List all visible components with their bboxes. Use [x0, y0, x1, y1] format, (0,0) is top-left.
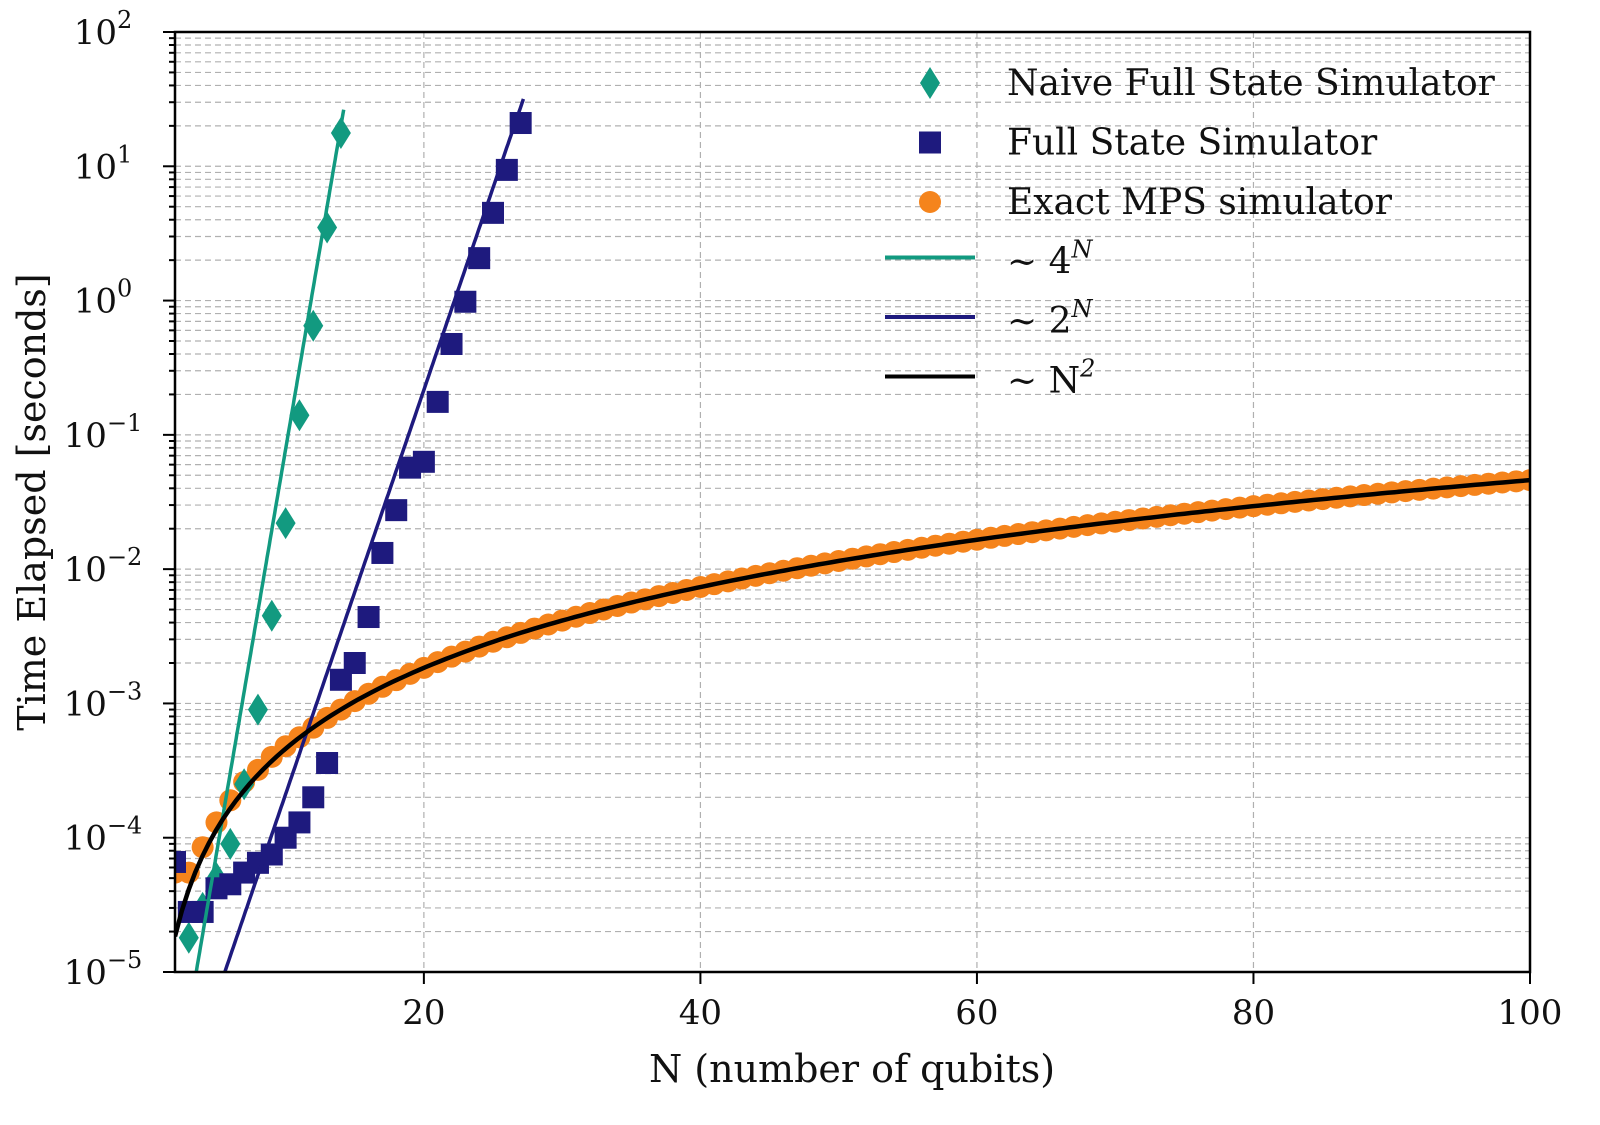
x-tick-label: 80: [1232, 993, 1275, 1033]
y-tick-label: 10−1: [64, 409, 143, 456]
square-marker: [175, 850, 186, 873]
square-marker: [371, 541, 394, 564]
axis-ticks: 10−5 10−4 10−3 10−2 10−1 100 101 102 20 40 60 80 100: [64, 6, 1563, 1033]
diamond-marker: [178, 921, 199, 954]
square-marker: [302, 786, 325, 809]
square-marker: [440, 332, 463, 355]
y-tick-label: 102: [74, 6, 133, 53]
legend-label: ∼ N2: [1007, 355, 1095, 402]
diamond-marker: [261, 599, 282, 632]
y-tick-label: 101: [74, 140, 133, 187]
legend-item: ∼ N2: [885, 355, 1095, 402]
square-marker: [329, 668, 352, 691]
circle-marker: [919, 191, 941, 213]
square-marker: [191, 900, 214, 923]
y-axis-label: Time Elapsed [seconds]: [10, 273, 54, 730]
y-tick-label: 10−2: [64, 543, 143, 590]
square-marker: [357, 606, 380, 629]
fit-line: [175, 477, 1530, 937]
diamond-marker: [920, 67, 940, 99]
x-axis-label: N (number of qubits): [649, 1047, 1055, 1091]
legend-label: ∼ 4N: [1007, 236, 1094, 283]
x-tick-label: 40: [679, 993, 722, 1033]
legend-item: Naive Full State Simulator: [920, 63, 1496, 104]
square-marker: [468, 247, 491, 270]
x-tick-label: 100: [1498, 993, 1563, 1033]
chart-marks: [175, 98, 1530, 972]
square-marker: [509, 112, 532, 135]
diamond-marker: [220, 827, 241, 860]
square-marker: [426, 390, 449, 413]
legend: Naive Full State Simulator Full State Sim…: [885, 63, 1496, 402]
y-tick-label: 100: [74, 275, 133, 322]
diamond-marker: [234, 768, 255, 801]
square-marker: [316, 752, 339, 775]
fit-line: [194, 109, 346, 972]
x-tick-label: 20: [402, 993, 445, 1033]
square-marker: [919, 131, 941, 154]
legend-label: Naive Full State Simulator: [1007, 63, 1496, 104]
plot-frame: [173, 30, 1532, 974]
legend-item: Full State Simulator: [919, 123, 1378, 164]
x-tick-label: 60: [955, 993, 998, 1033]
square-marker: [343, 652, 366, 675]
square-marker: [385, 499, 408, 522]
fit-line: [222, 98, 526, 972]
legend-item: ∼ 2N: [885, 295, 1094, 342]
circle-marker: [246, 758, 269, 781]
diamond-marker: [247, 693, 268, 726]
y-tick-label: 10−5: [64, 946, 143, 993]
legend-item: ∼ 4N: [885, 236, 1094, 283]
legend-label: ∼ 2N: [1007, 295, 1094, 342]
y-tick-label: 10−3: [64, 677, 143, 724]
legend-item: Exact MPS simulator: [919, 182, 1393, 223]
legend-label: Exact MPS simulator: [1007, 182, 1393, 223]
plot-area: [175, 98, 1530, 972]
diamond-marker: [275, 507, 296, 540]
square-marker: [288, 811, 311, 834]
legend-label: Full State Simulator: [1007, 123, 1378, 164]
square-marker: [412, 450, 435, 473]
y-tick-label: 10−4: [64, 812, 143, 859]
square-marker: [454, 290, 477, 313]
